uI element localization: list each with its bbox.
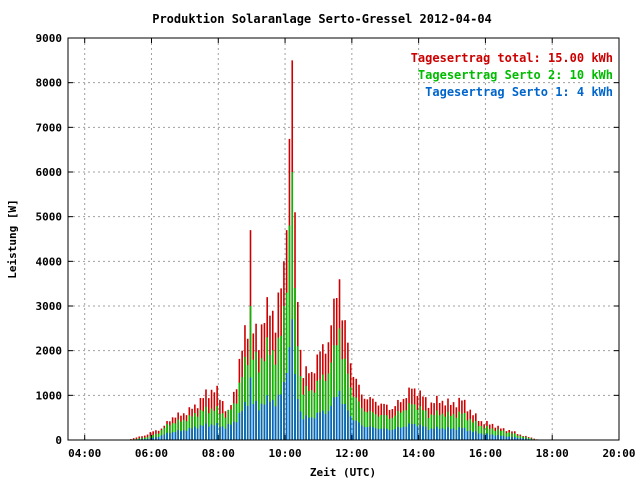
x-tick-label: 10:00 (268, 447, 301, 460)
bars (130, 60, 538, 440)
x-tick-label: 16:00 (469, 447, 502, 460)
x-tick-label: 20:00 (602, 447, 635, 460)
y-tick-label: 7000 (36, 121, 63, 134)
y-tick-label: 8000 (36, 77, 63, 90)
y-tick-label: 0 (55, 434, 62, 447)
x-tick-label: 08:00 (202, 447, 235, 460)
y-tick-label: 9000 (36, 32, 63, 45)
legend-entry: Tagesertrag Serto 2: 10 kWh (418, 68, 613, 82)
y-axis-label: Leistung [W] (6, 199, 19, 278)
grid (68, 38, 619, 440)
chart-title: Produktion Solaranlage Serto-Gressel 201… (152, 12, 492, 26)
y-tick-label: 5000 (36, 211, 63, 224)
x-tick-label: 14:00 (402, 447, 435, 460)
y-tick-label: 6000 (36, 166, 63, 179)
legend-entry: Tagesertrag Serto 1: 4 kWh (425, 85, 613, 99)
x-axis-label: Zeit (UTC) (310, 466, 376, 479)
x-tick-label: 12:00 (335, 447, 368, 460)
y-tick-label: 4000 (36, 255, 63, 268)
plot-frame (67, 37, 620, 441)
y-tick-label: 2000 (36, 345, 63, 358)
y-tick-label: 3000 (36, 300, 63, 313)
x-tick-label: 06:00 (135, 447, 168, 460)
ticks: 0 1000 2000 3000 4000 5000 6000 7000 8000 9000 04:… (36, 32, 636, 460)
y-tick-label: 1000 (36, 389, 63, 402)
x-tick-label: 04:00 (68, 447, 101, 460)
legend-entry: Tagesertrag total: 15.00 kWh (411, 51, 613, 65)
x-tick-label: 18:00 (536, 447, 569, 460)
legend: Tagesertrag total: 15.00 kWh Tagesertrag … (411, 51, 613, 99)
